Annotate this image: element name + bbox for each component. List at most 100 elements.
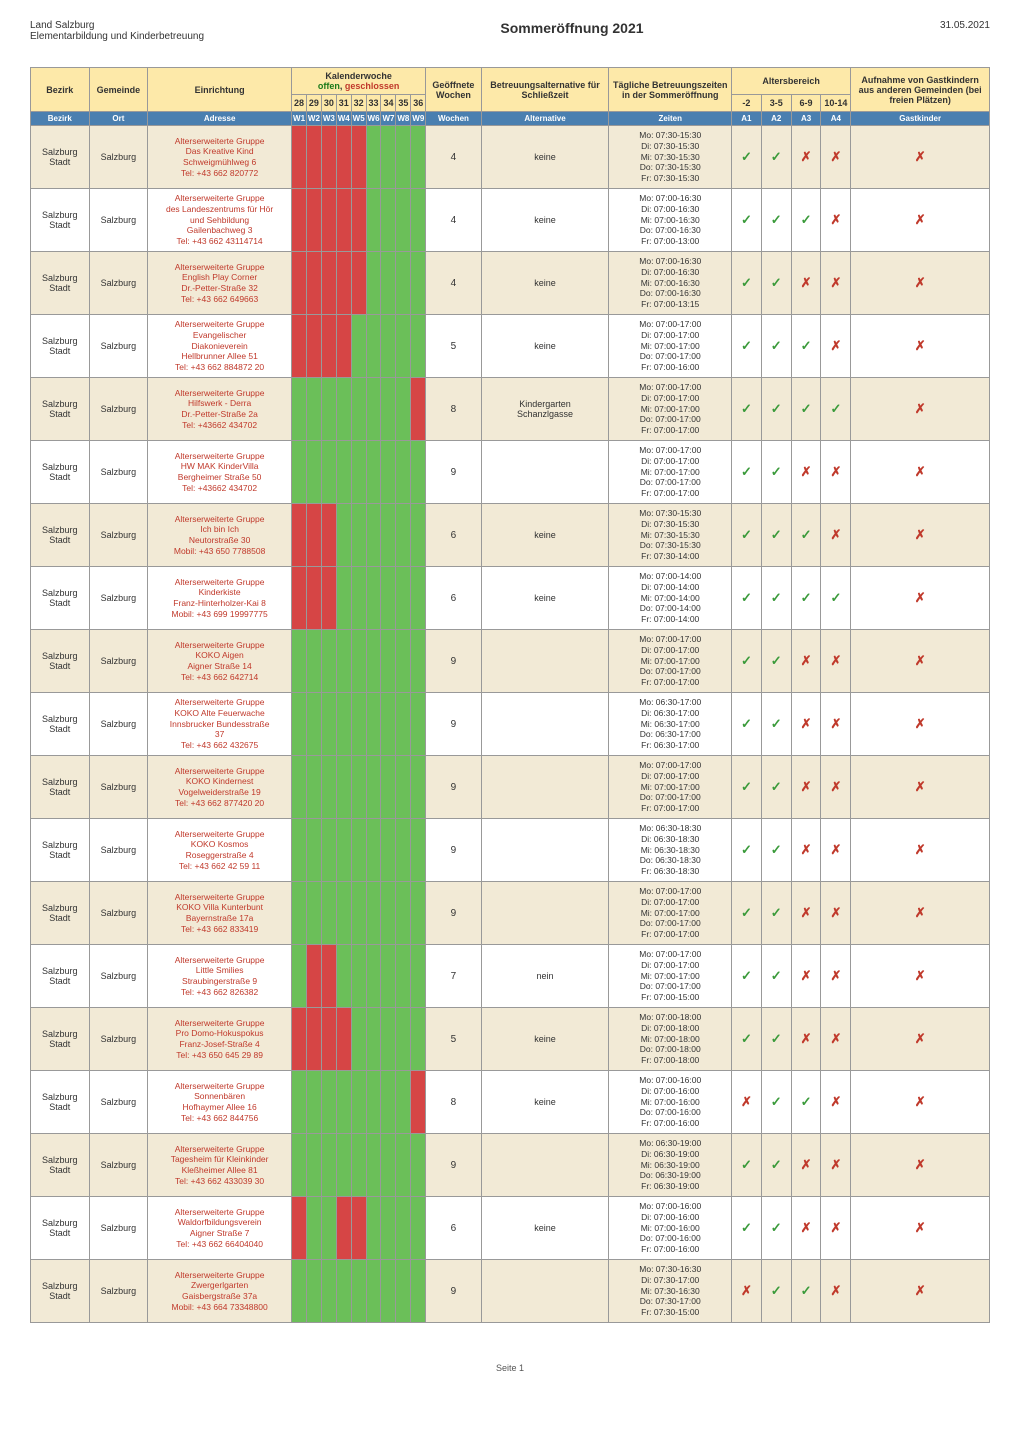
kw-closed-block (322, 567, 336, 629)
kw-open-block (381, 441, 395, 503)
cross-icon: ✗ (915, 527, 926, 542)
cell-kw (381, 1071, 396, 1134)
cell-alternative: nein (481, 945, 609, 1008)
cell-gastkinder: ✗ (851, 378, 990, 441)
cell-altersbereich: ✓ (791, 504, 821, 567)
kw-open-block (352, 882, 366, 944)
cell-altersbereich: ✓ (821, 567, 851, 630)
kw-closed-block (322, 126, 336, 188)
cell-gemeinde: Salzburg (89, 945, 148, 1008)
kw-closed-block (307, 945, 321, 1007)
cell-altersbereich: ✗ (821, 1260, 851, 1323)
cell-altersbereich: ✓ (761, 1260, 791, 1323)
kw-open-block (396, 945, 410, 1007)
cell-altersbereich: ✗ (791, 1008, 821, 1071)
cell-kw (381, 1008, 396, 1071)
cell-kw (411, 1197, 426, 1260)
cell-kw (292, 693, 307, 756)
cell-kw (366, 945, 381, 1008)
th-sub-gastkinder: Gastkinder (851, 112, 990, 126)
kw-open-block (292, 693, 306, 755)
cell-zeiten: Mo: 07:00-18:00 Di: 07:00-18:00 Mi: 07:0… (609, 1008, 732, 1071)
cell-kw (381, 1260, 396, 1323)
cell-gemeinde: Salzburg (89, 693, 148, 756)
kw-open-block (352, 504, 366, 566)
cell-adresse: Alterserweiterte Gruppe des Landeszentru… (148, 189, 292, 252)
cell-gemeinde: Salzburg (89, 252, 148, 315)
kw-open-block (381, 126, 395, 188)
cell-bezirk: Salzburg Stadt (31, 630, 90, 693)
cell-alternative (481, 882, 609, 945)
cell-zeiten: Mo: 07:00-17:00 Di: 07:00-17:00 Mi: 07:0… (609, 441, 732, 504)
cell-kw (411, 567, 426, 630)
kw-open-block (367, 567, 381, 629)
cell-alternative (481, 693, 609, 756)
kw-open-block (367, 1260, 381, 1322)
cell-kw (396, 1260, 411, 1323)
cross-icon: ✗ (830, 779, 841, 794)
cell-kw (396, 882, 411, 945)
kw-open-block (307, 882, 321, 944)
check-icon: ✓ (741, 464, 752, 479)
kw-open-block (292, 882, 306, 944)
kw-open-block (411, 315, 425, 377)
cell-adresse: Alterserweiterte Gruppe Zwergerlgarten G… (148, 1260, 292, 1323)
cell-gemeinde: Salzburg (89, 756, 148, 819)
kw-open-block (307, 1260, 321, 1322)
cross-icon: ✗ (915, 842, 926, 857)
kw-open-block (307, 1197, 321, 1259)
check-icon: ✓ (741, 149, 752, 164)
th-sub-alternative: Alternative (481, 112, 609, 126)
cell-altersbereich: ✓ (731, 252, 761, 315)
cell-kw (381, 630, 396, 693)
kw-open-block (367, 945, 381, 1007)
cell-kw (396, 189, 411, 252)
cell-altersbereich: ✓ (731, 441, 761, 504)
th-einrichtung: Einrichtung (148, 68, 292, 112)
cell-kw (396, 630, 411, 693)
cell-zeiten: Mo: 07:00-16:00 Di: 07:00-16:00 Mi: 07:0… (609, 1197, 732, 1260)
cell-wochen: 4 (426, 189, 481, 252)
check-icon: ✓ (741, 401, 752, 416)
cell-kw (336, 1134, 351, 1197)
cell-altersbereich: ✗ (821, 693, 851, 756)
kw-open-block (411, 504, 425, 566)
check-icon: ✓ (741, 653, 752, 668)
cell-gastkinder: ✗ (851, 504, 990, 567)
cell-alternative: keine (481, 567, 609, 630)
cell-bezirk: Salzburg Stadt (31, 504, 90, 567)
cell-altersbereich: ✗ (731, 1260, 761, 1323)
cell-kw (306, 1197, 321, 1260)
cell-zeiten: Mo: 06:30-19:00 Di: 06:30-19:00 Mi: 06:3… (609, 1134, 732, 1197)
cell-altersbereich: ✗ (821, 1134, 851, 1197)
kw-open-block (337, 441, 351, 503)
check-icon: ✓ (771, 338, 782, 353)
cross-icon: ✗ (915, 1220, 926, 1235)
cell-kw (381, 189, 396, 252)
kw-open-block (396, 630, 410, 692)
check-icon: ✓ (741, 716, 752, 731)
cell-gemeinde: Salzburg (89, 1197, 148, 1260)
check-icon: ✓ (741, 212, 752, 227)
th-altersbereich: Altersbereich (731, 68, 850, 95)
cell-kw (292, 504, 307, 567)
cell-kw (351, 378, 366, 441)
kw-closed-block (352, 252, 366, 314)
th-sub-abcode: A2 (761, 112, 791, 126)
cell-kw (321, 1260, 336, 1323)
cell-gemeinde: Salzburg (89, 1071, 148, 1134)
cell-altersbereich: ✓ (731, 315, 761, 378)
cell-kw (411, 693, 426, 756)
cell-kw (396, 1071, 411, 1134)
cell-wochen: 9 (426, 819, 481, 882)
cross-icon: ✗ (741, 1094, 752, 1109)
cell-zeiten: Mo: 07:00-16:30 Di: 07:00-16:30 Mi: 07:0… (609, 189, 732, 252)
cell-kw (366, 567, 381, 630)
kw-open-block (381, 882, 395, 944)
kw-open-block (411, 1197, 425, 1259)
kw-open-block (307, 756, 321, 818)
table-row: Salzburg StadtSalzburgAlterserweiterte G… (31, 945, 990, 1008)
cell-kw (381, 945, 396, 1008)
cell-kw (411, 630, 426, 693)
check-icon: ✓ (771, 1157, 782, 1172)
